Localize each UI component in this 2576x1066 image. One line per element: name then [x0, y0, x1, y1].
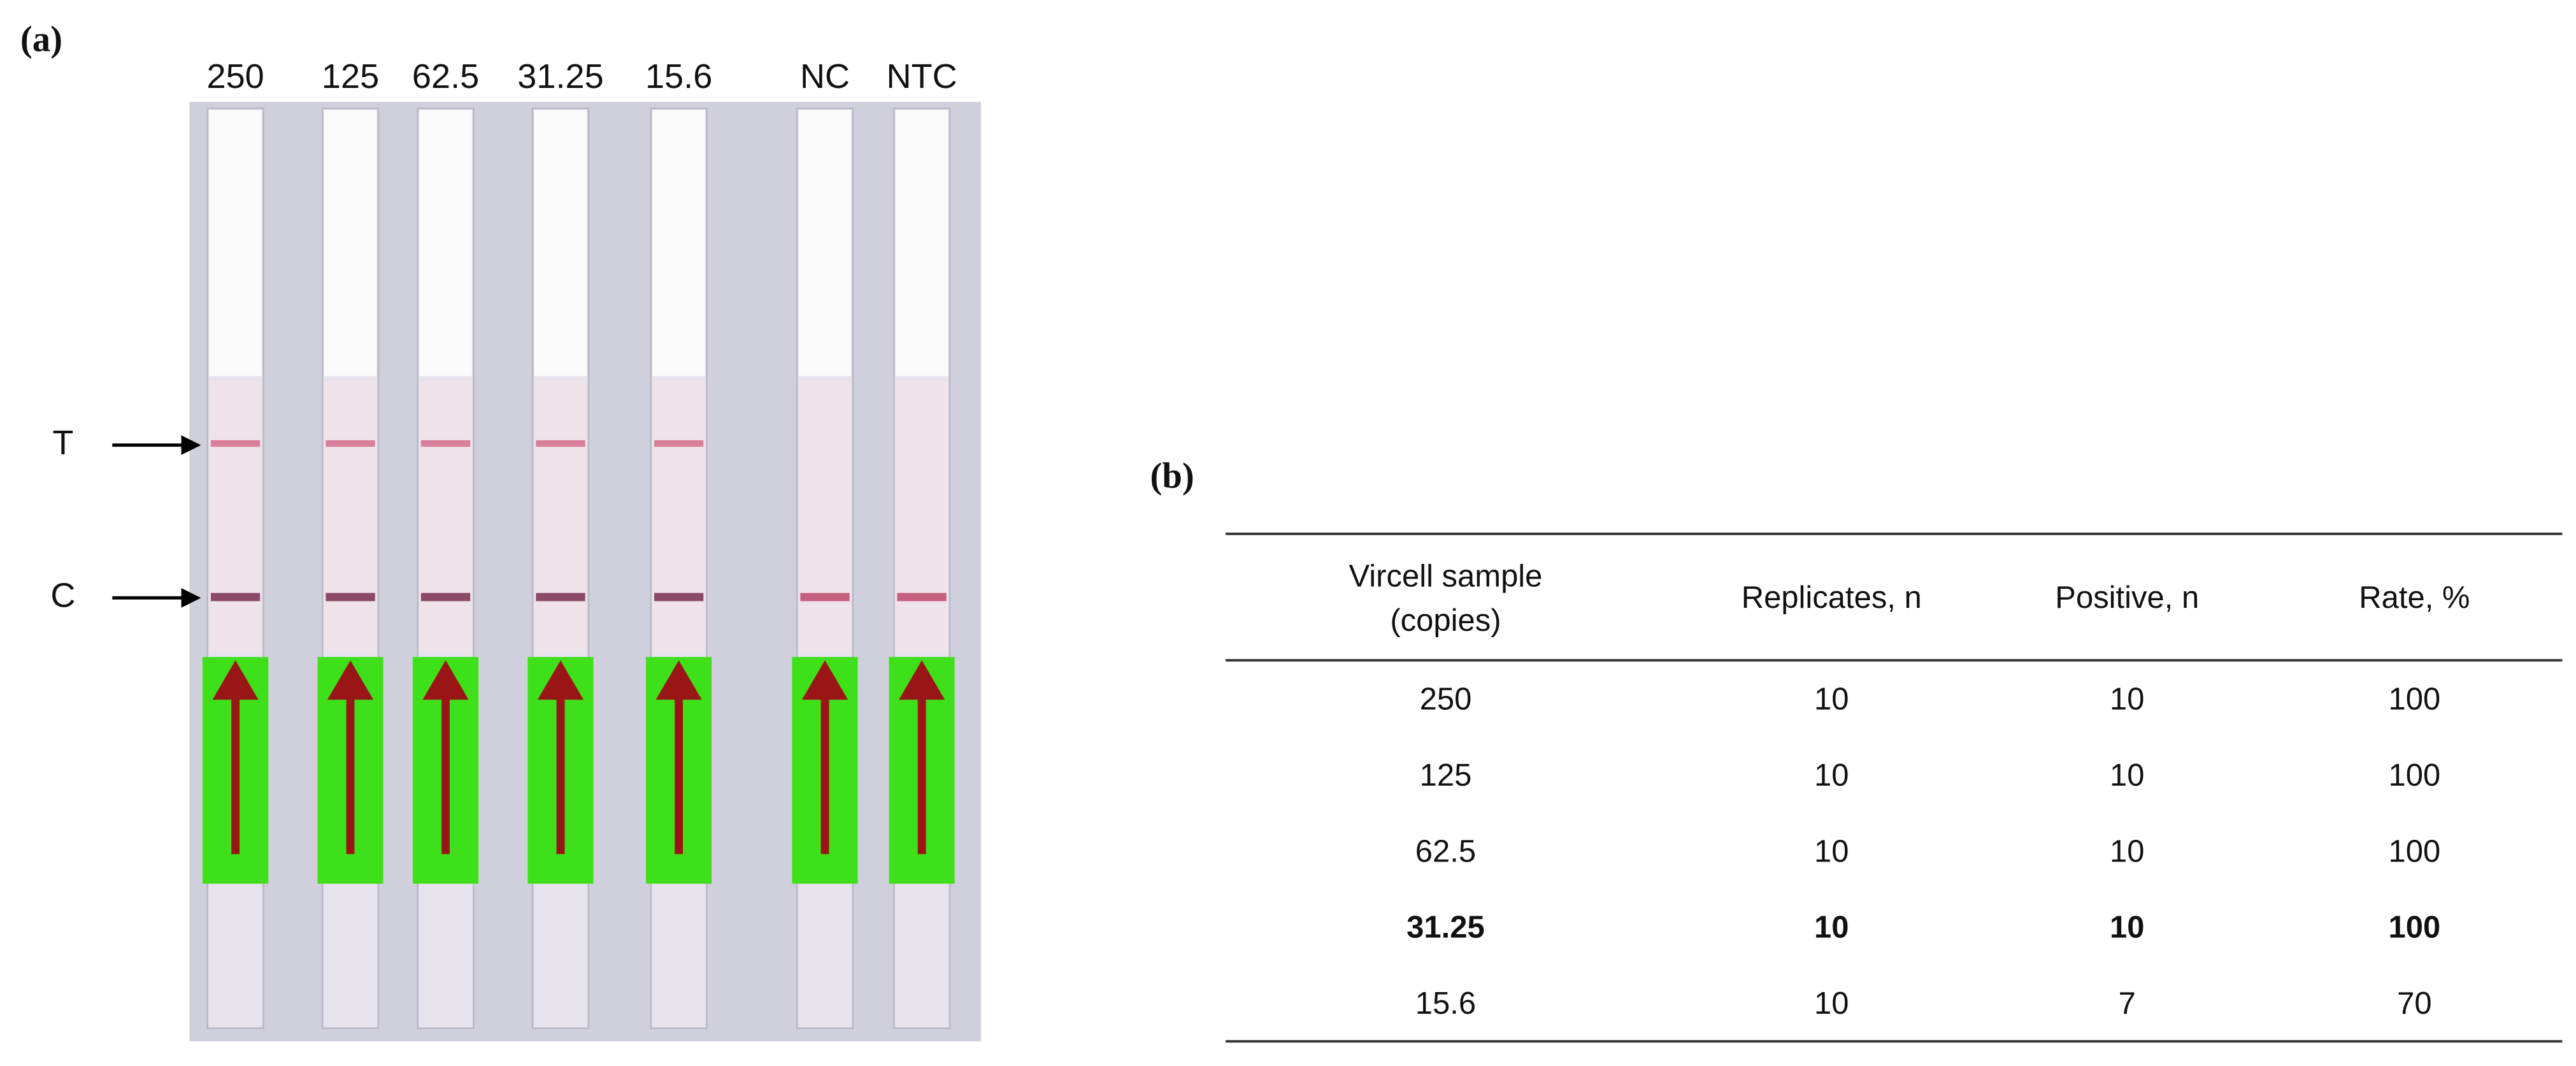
marker-label: C	[50, 577, 75, 615]
panel-b-label: (b)	[1150, 456, 1194, 496]
table-cell: 10	[2110, 758, 2144, 793]
strip-window	[652, 381, 705, 652]
arrow-shaft	[441, 689, 450, 854]
table-cell: 10	[2110, 682, 2144, 717]
table-cell: 10	[2110, 834, 2144, 868]
strip-top	[209, 110, 262, 377]
lane-label: 125	[322, 57, 379, 96]
table-header: (copies)	[1390, 603, 1501, 638]
arrow-head	[537, 660, 584, 700]
strips	[203, 107, 955, 1029]
test-line	[420, 440, 471, 447]
table-cell: 100	[2389, 911, 2441, 945]
table-cell: 100	[2389, 758, 2441, 793]
marker-arrowhead	[181, 435, 201, 456]
table-cell: 10	[1814, 758, 1849, 793]
arrow-shaft	[556, 689, 565, 854]
table-cell: 10	[1814, 834, 1849, 868]
arrow-head	[655, 660, 702, 700]
table-cell: 62.5	[1415, 834, 1476, 868]
table-header: Replicates, n	[1742, 580, 1922, 615]
arrow-shaft	[231, 689, 240, 854]
arrow-shaft	[346, 689, 355, 854]
table-cell: 15.6	[1415, 986, 1476, 1021]
table-cell: 31.25	[1406, 911, 1485, 945]
arrow-head	[212, 660, 259, 700]
lane-label: NC	[800, 57, 850, 96]
table-cell: 125	[1420, 758, 1472, 793]
table-cell: 10	[2110, 911, 2144, 945]
arrow-head	[801, 660, 848, 700]
test-line	[210, 440, 261, 447]
strip-top	[895, 110, 948, 377]
lane-label: 250	[206, 57, 264, 96]
control-line	[536, 593, 585, 601]
arrow-shaft	[675, 689, 683, 854]
table-cell: 7	[2119, 986, 2136, 1021]
lane-label: 62.5	[412, 57, 479, 96]
strip-top	[324, 110, 377, 377]
arrow-shaft	[917, 689, 926, 854]
strip-window	[324, 381, 377, 652]
table-cell: 10	[1814, 986, 1849, 1021]
control-line	[210, 593, 261, 601]
table-cell: 10	[1814, 682, 1849, 717]
test-line	[326, 440, 375, 447]
control-line	[326, 593, 375, 601]
table-header: Rate, %	[2359, 580, 2470, 615]
arrow-head	[899, 660, 945, 700]
arrow-head	[422, 660, 469, 700]
strip-window	[895, 381, 948, 652]
table-cell: 100	[2389, 682, 2441, 717]
marker-arrowhead	[181, 587, 201, 608]
lane-label: 31.25	[517, 57, 603, 96]
arrow-head	[327, 660, 374, 700]
table-cell: 100	[2389, 834, 2441, 868]
table-header: Vircell sample	[1349, 559, 1543, 593]
strip-window	[419, 381, 472, 652]
arrow-shaft	[820, 689, 829, 854]
test-line	[536, 440, 585, 447]
lane-label: 15.6	[645, 57, 712, 96]
table-cell: 10	[1814, 911, 1849, 945]
table-cell: 250	[1420, 682, 1472, 717]
control-line	[420, 593, 471, 601]
test-line	[654, 440, 704, 447]
strip-top	[798, 110, 852, 377]
table-cell: 70	[2397, 986, 2431, 1021]
strip-top	[652, 110, 705, 377]
control-line	[800, 593, 850, 601]
strip-window	[534, 381, 587, 652]
strip-top	[534, 110, 587, 377]
panel-a-label: (a)	[20, 19, 62, 59]
control-line	[654, 593, 704, 601]
lane-label: NTC	[887, 57, 957, 96]
strip-top	[419, 110, 472, 377]
strip-window	[209, 381, 262, 652]
marker-label: T	[52, 424, 73, 462]
strip-window	[798, 381, 852, 652]
table: Vircell sample (copies) Replicates, n Posit…	[1349, 559, 2470, 1021]
table-header: Positive, n	[2055, 580, 2199, 615]
control-line	[897, 593, 947, 601]
